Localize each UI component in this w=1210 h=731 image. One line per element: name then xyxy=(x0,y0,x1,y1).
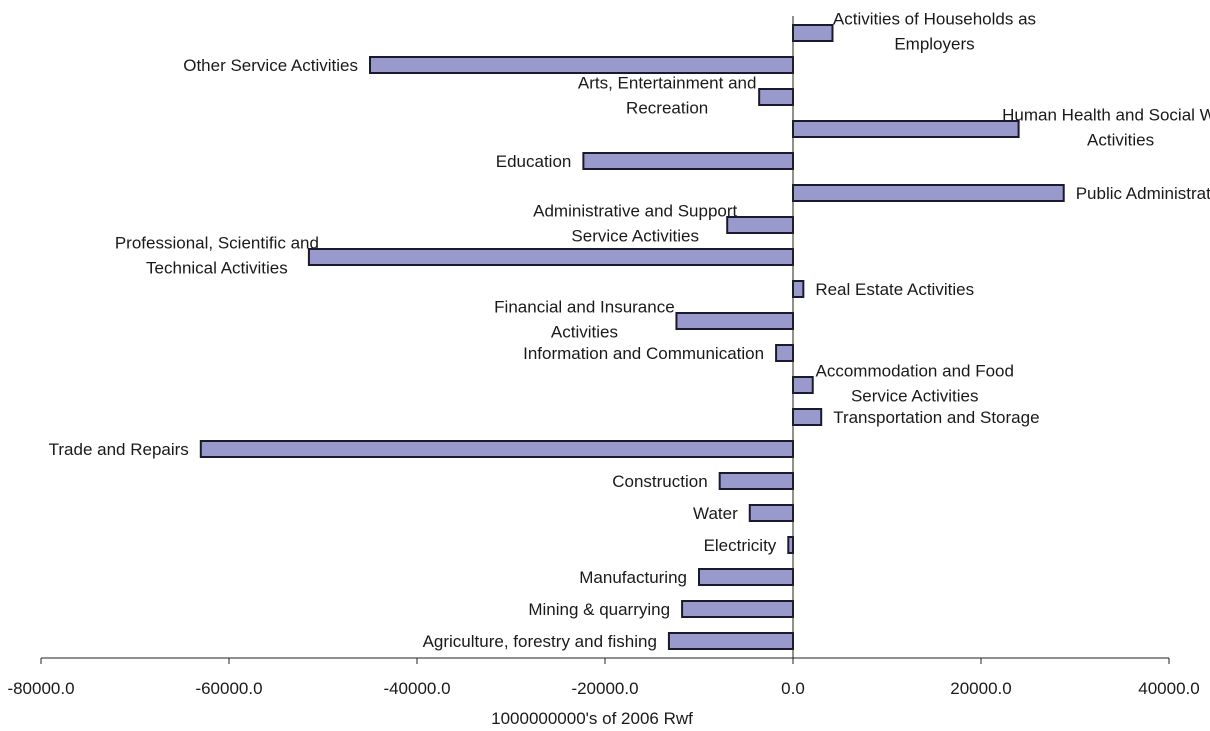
category-label: Electricity xyxy=(704,536,777,555)
category-label: Mining & quarrying xyxy=(528,600,670,619)
x-axis-title: 1000000000's of 2006 Rwf xyxy=(491,709,693,728)
bar xyxy=(718,472,794,490)
category-label: Human Health and Social Work Activities xyxy=(1002,106,1210,150)
category-label-line: Employers xyxy=(894,35,974,54)
bar xyxy=(698,568,794,586)
category-label-line: Accommodation and Food xyxy=(816,362,1014,381)
bar xyxy=(787,536,794,554)
bar xyxy=(675,312,794,330)
category-label: Agriculture, forestry and fishing xyxy=(423,632,657,651)
bar xyxy=(775,344,795,362)
category-label-line: Activities of Households as xyxy=(833,10,1036,29)
category-label-line: Financial and Insurance xyxy=(494,298,675,317)
category-label: Activities of Households as Employers xyxy=(833,10,1036,54)
category-label-line: Recreation xyxy=(626,99,708,118)
x-tick-label: 20000.0 xyxy=(950,679,1011,698)
category-label: Information and Communication xyxy=(523,344,764,363)
bars-group xyxy=(199,24,1065,650)
bar xyxy=(792,408,823,426)
x-tick-label: -40000.0 xyxy=(383,679,450,698)
category-label-line: Administrative and Support xyxy=(533,202,737,221)
category-label-line: Technical Activities xyxy=(146,259,288,278)
category-label: Financial and Insurance Activities xyxy=(494,298,675,342)
bar xyxy=(792,280,805,298)
category-label: Professional, Scientific and Technical Ac… xyxy=(115,234,319,278)
category-label-line: Arts, Entertainment and xyxy=(578,74,757,93)
category-label-line: Activities xyxy=(551,323,618,342)
bar xyxy=(667,632,794,650)
bar xyxy=(792,184,1065,202)
x-tick-label: -80000.0 xyxy=(7,679,74,698)
category-label-line: Service Activities xyxy=(571,227,699,246)
bar xyxy=(758,88,794,106)
category-label: Manufacturing xyxy=(579,568,687,587)
bar xyxy=(792,376,814,394)
category-label: Water xyxy=(693,504,738,523)
category-labels: Activities of Households as Employers Othe… xyxy=(49,10,1210,652)
bar xyxy=(307,248,794,266)
category-label-line: Activities xyxy=(1087,131,1154,150)
x-tick-label: 40000.0 xyxy=(1138,679,1199,698)
category-label: Other Service Activities xyxy=(183,56,358,75)
x-tick-label: 0.0 xyxy=(781,679,805,698)
bar xyxy=(199,440,795,458)
bar xyxy=(582,152,794,170)
category-label-line: Professional, Scientific and xyxy=(115,234,319,253)
category-label: Public Administration xyxy=(1076,184,1210,203)
x-tick-label: -60000.0 xyxy=(195,679,262,698)
category-label: Trade and Repairs xyxy=(49,440,189,459)
category-label: Construction xyxy=(612,472,707,491)
category-label-line: Human Health and Social Work xyxy=(1002,106,1210,125)
bar xyxy=(792,120,1020,138)
category-label: Accommodation and Food Service Activities xyxy=(816,362,1014,406)
bar xyxy=(792,24,834,42)
category-label: Education xyxy=(496,152,572,171)
category-label: Administrative and Support Service Activi… xyxy=(533,202,737,246)
bar xyxy=(748,504,795,522)
category-label-line: Service Activities xyxy=(851,387,979,406)
category-label: Transportation and Storage xyxy=(833,408,1039,427)
category-label: Arts, Entertainment and Recreation xyxy=(578,74,757,118)
category-label: Real Estate Activities xyxy=(815,280,974,299)
bar xyxy=(681,600,795,618)
bar xyxy=(369,56,794,74)
x-tick-label: -20000.0 xyxy=(571,679,638,698)
x-axis: -80000.0 -60000.0 -40000.0 -20000.0 0.0 20000… xyxy=(7,16,1200,698)
